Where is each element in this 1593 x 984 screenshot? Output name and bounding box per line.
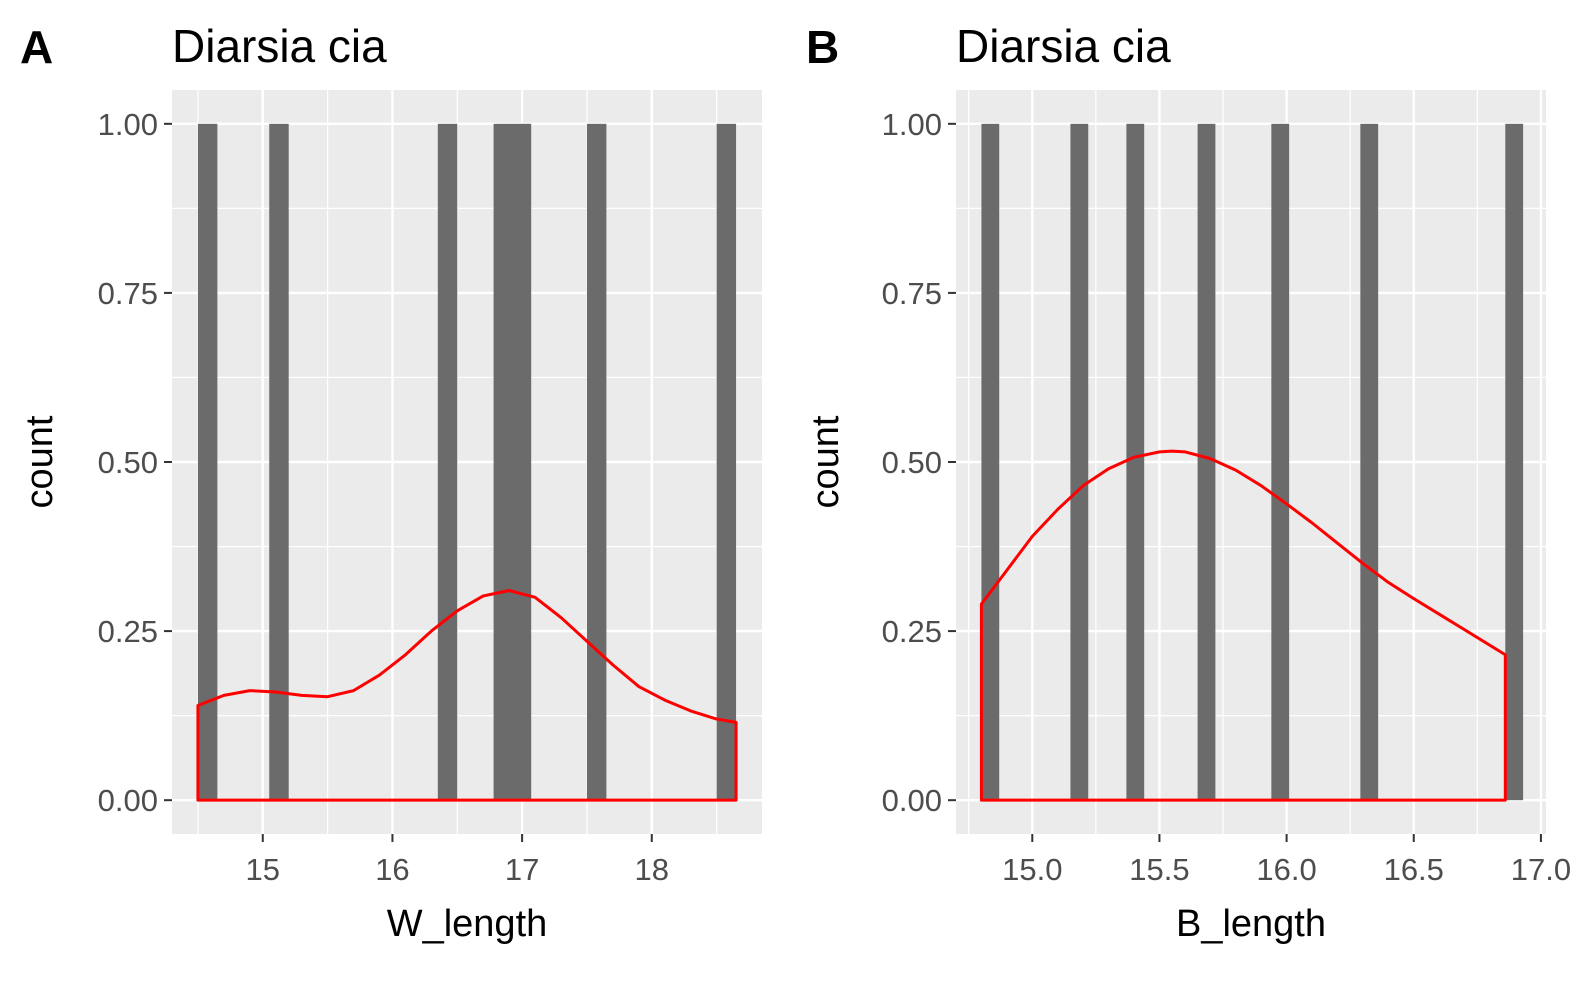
histogram-bar [1271, 123, 1290, 801]
panel-tag: B [806, 21, 839, 73]
histogram-bar [716, 123, 737, 801]
histogram-bar [586, 123, 607, 801]
panel-tag: A [20, 21, 53, 73]
x-axis-title: B_length [1176, 903, 1326, 945]
x-tick-label: 17 [505, 852, 539, 887]
y-tick-label: 0.00 [882, 783, 942, 818]
y-tick-label: 0.75 [98, 276, 158, 311]
density-curve [979, 449, 1507, 802]
x-tick-label: 16.5 [1384, 852, 1444, 887]
y-tick-label: 0.25 [98, 614, 158, 649]
x-tick-label: 15 [246, 852, 280, 887]
y-tick-label: 1.00 [882, 107, 942, 142]
y-tick-label: 0.50 [98, 445, 158, 480]
histogram-bar [269, 123, 289, 801]
x-axis-title: W_length [387, 903, 548, 945]
histogram-bar [1197, 123, 1216, 801]
histogram-bar [1360, 123, 1379, 801]
chart-title: Diarsia cia [956, 20, 1171, 72]
histogram-bar [197, 123, 218, 801]
x-tick-label: 16.0 [1256, 852, 1316, 887]
y-tick-label: 0.25 [882, 614, 942, 649]
histogram-bar [493, 123, 532, 801]
x-tick-label: 15.5 [1129, 852, 1189, 887]
x-tick-label: 15.0 [1002, 852, 1062, 887]
histogram-bar [1126, 123, 1145, 801]
panel-a: 0.00 0.25 0.50 0.75 1.00 15 16 17 18 W_length coun… [19, 20, 762, 945]
histogram-bar [437, 123, 458, 801]
y-tick-label: 0.00 [98, 783, 158, 818]
histogram-bar [1070, 123, 1089, 801]
histogram-bar [1505, 123, 1524, 801]
density-curve [196, 589, 738, 802]
y-tick-label: 0.50 [882, 445, 942, 480]
y-axis-title: count [805, 415, 847, 508]
x-tick-label: 18 [635, 852, 669, 887]
x-tick-label: 16 [375, 852, 409, 887]
y-axis-title: count [19, 415, 61, 508]
histogram-bar [981, 123, 1000, 801]
panel-b: 0.00 0.25 0.50 0.75 1.00 15.0 15.5 16.0 16.5 17.0… [805, 20, 1571, 945]
y-tick-label: 1.00 [98, 107, 158, 142]
y-tick-label: 0.75 [882, 276, 942, 311]
chart-title: Diarsia cia [172, 20, 387, 72]
x-tick-label: 17.0 [1511, 852, 1571, 887]
